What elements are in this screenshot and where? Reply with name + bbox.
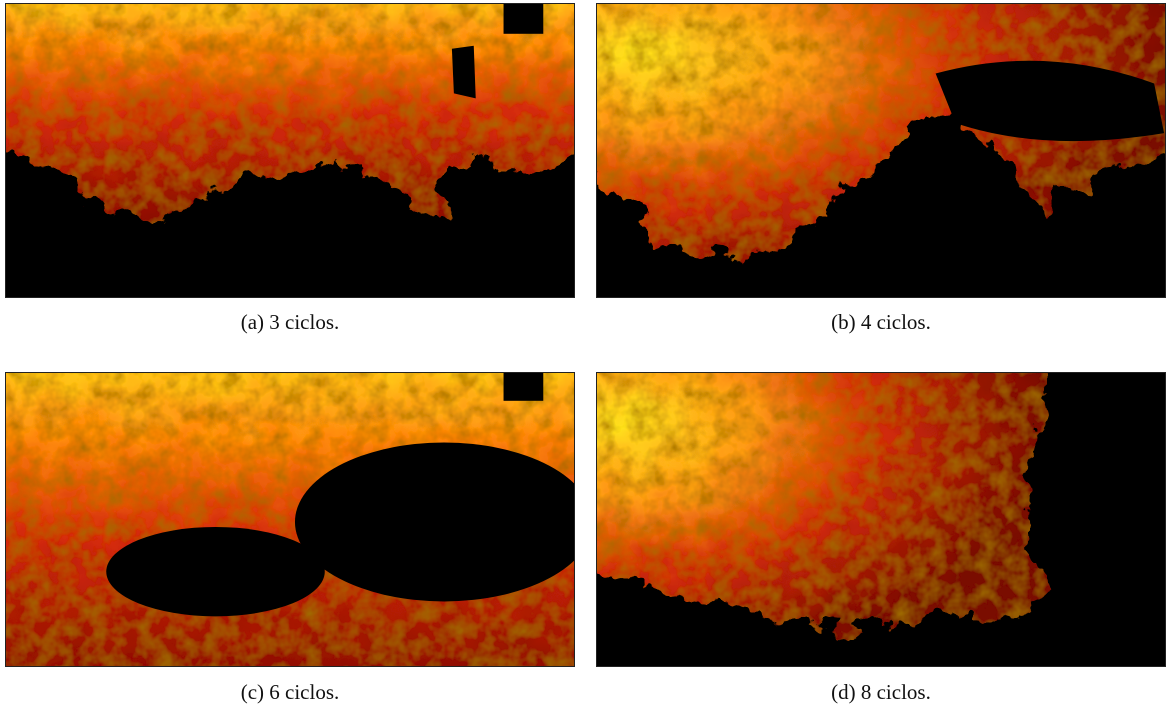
heatmap	[578, 0, 1166, 263]
panel-image	[578, 0, 1166, 298]
panel-image	[578, 353, 1166, 667]
caption: (c) 6 ciclos.	[240, 680, 340, 704]
heatmap	[578, 353, 1045, 632]
panel-image	[0, 353, 593, 686]
caption: (d) 8 ciclos.	[831, 680, 931, 704]
caption: (a) 3 ciclos.	[240, 310, 340, 334]
panel-image	[0, 0, 593, 298]
caption: (b) 4 ciclos.	[831, 310, 931, 334]
heatmap	[0, 0, 593, 223]
heatmap	[0, 353, 593, 686]
